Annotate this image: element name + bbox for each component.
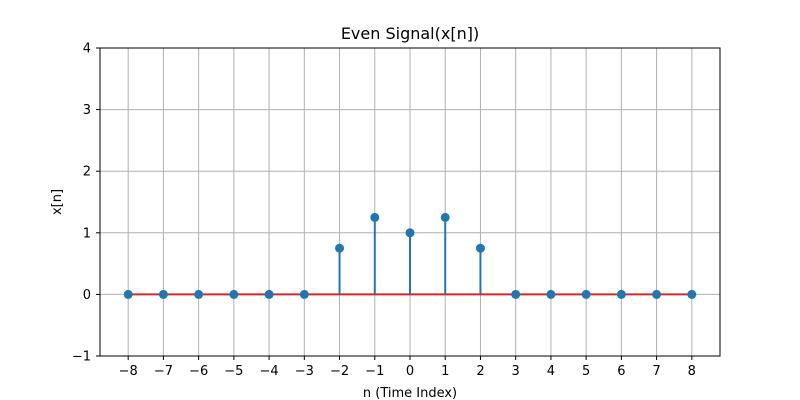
x-tick-label: 3 [512,364,520,379]
stem-marker [335,243,345,253]
x-tick-label: 0 [406,364,414,379]
stem-marker [652,289,662,299]
x-tick-label: 2 [476,364,484,379]
stem-marker [405,228,415,238]
x-ticks: −8 −7 −6 −5 −4 −3 −2 −1 0 1 2 3 4 5 6 7 8 [119,356,696,379]
x-tick-label: −6 [189,364,208,379]
stem-marker [511,289,521,299]
stem-marker [546,289,556,299]
stem-marker [229,289,239,299]
y-tick-label: 2 [83,165,91,180]
stem-marker [158,289,168,299]
y-ticks: −1 0 1 2 3 4 [72,42,100,365]
y-tick-label: −1 [72,350,91,365]
x-tick-label: 4 [547,364,555,379]
x-tick-label: 1 [441,364,449,379]
y-tick-label: 4 [83,42,91,57]
x-tick-label: −1 [365,364,384,379]
stem-marker [123,289,133,299]
x-tick-label: 5 [582,364,590,379]
chart-title: Even Signal(x[n]) [341,24,479,43]
stem-marker [370,212,380,222]
stem-marker [299,289,309,299]
stem-marker [440,212,450,222]
stem-marker [581,289,591,299]
y-tick-label: 1 [83,226,91,241]
stem-marker [616,289,626,299]
x-tick-label: −8 [119,364,138,379]
x-tick-label: −4 [260,364,279,379]
x-tick-label: −2 [330,364,349,379]
x-tick-label: 8 [688,364,696,379]
stems [338,217,482,295]
x-axis-label: n (Time Index) [363,386,457,400]
x-tick-label: −5 [224,364,243,379]
stem-marker [475,243,485,253]
x-tick-label: −7 [154,364,173,379]
stem-marker [687,289,697,299]
x-tick-label: 6 [617,364,625,379]
stem-marker [264,289,274,299]
stem-marker [194,289,204,299]
y-tick-label: 3 [83,103,91,118]
markers [123,212,697,299]
x-tick-label: 7 [652,364,660,379]
y-axis-label: x[n] [50,189,65,215]
y-tick-label: 0 [83,288,91,303]
x-tick-label: −3 [295,364,314,379]
